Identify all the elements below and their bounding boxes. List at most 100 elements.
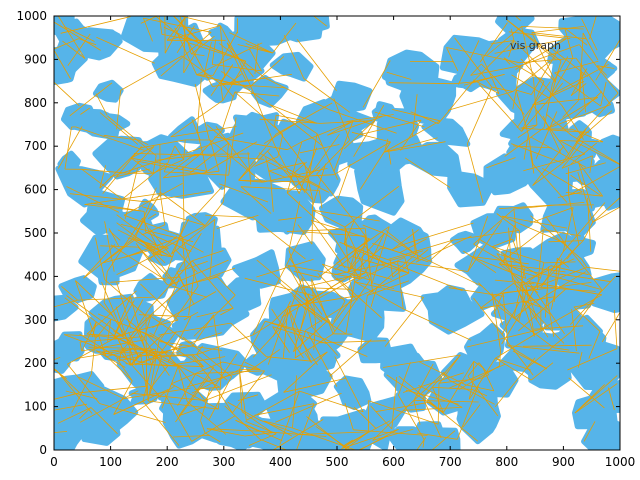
graph-edge bbox=[101, 351, 133, 382]
graph-edge bbox=[103, 239, 135, 264]
graph-edge bbox=[333, 301, 346, 322]
graph-edge bbox=[495, 357, 532, 381]
graph-edge bbox=[348, 233, 385, 271]
graph-edge bbox=[283, 34, 305, 79]
y-tick-label: 0 bbox=[39, 443, 47, 457]
graph-edge bbox=[301, 278, 313, 327]
graph-edge bbox=[345, 281, 355, 334]
graph-edge bbox=[108, 228, 120, 247]
graph-edge bbox=[561, 142, 584, 169]
graph-edge bbox=[478, 83, 522, 132]
y-tick-label: 500 bbox=[24, 226, 47, 240]
graph-edge bbox=[570, 68, 588, 96]
graph-edge bbox=[567, 240, 584, 256]
y-tick-label: 900 bbox=[24, 52, 47, 66]
graph-edge bbox=[499, 350, 501, 366]
graph-edge bbox=[404, 257, 410, 274]
graph-edge bbox=[176, 25, 195, 54]
graph-edge bbox=[103, 134, 139, 141]
graph-edge bbox=[158, 16, 163, 35]
graph-edge bbox=[81, 321, 97, 352]
graph-edge bbox=[116, 214, 158, 247]
graph-edge bbox=[161, 34, 198, 42]
graph-edge bbox=[512, 60, 551, 92]
graph-edge bbox=[553, 347, 570, 351]
graph-edge bbox=[145, 231, 192, 252]
graph-edge bbox=[346, 114, 394, 122]
graph-edge bbox=[293, 270, 319, 278]
graph-edge bbox=[398, 362, 411, 396]
graph-edge bbox=[495, 357, 532, 371]
graph-edge bbox=[311, 278, 316, 324]
graph-edge bbox=[277, 231, 304, 282]
graph-edge bbox=[294, 333, 334, 359]
graph-edge bbox=[311, 326, 338, 356]
graph-edge bbox=[301, 287, 323, 315]
graph-edge bbox=[456, 385, 479, 440]
graph-edge bbox=[270, 104, 317, 124]
graph-edge bbox=[141, 139, 186, 149]
graph-edge bbox=[318, 340, 387, 344]
graph-edge bbox=[571, 289, 603, 332]
obstacle-polygon bbox=[383, 49, 440, 98]
graph-edge bbox=[146, 369, 149, 402]
graph-edge bbox=[551, 60, 562, 95]
graph-edge bbox=[191, 35, 215, 55]
obstacle-polygon bbox=[97, 268, 120, 286]
graph-edge bbox=[104, 279, 147, 317]
graph-edge bbox=[182, 166, 185, 225]
graph-edge bbox=[374, 111, 425, 128]
graph-edge bbox=[128, 332, 139, 356]
graph-edge bbox=[306, 416, 349, 450]
graph-edge bbox=[372, 428, 414, 441]
graph-edge bbox=[263, 121, 300, 144]
graph-edge bbox=[120, 352, 161, 398]
graph-edge bbox=[294, 341, 297, 358]
graph-edge bbox=[259, 419, 300, 435]
graph-edge bbox=[532, 104, 570, 155]
graph-edge bbox=[372, 400, 415, 441]
graph-edge bbox=[342, 420, 391, 447]
graph-edge bbox=[79, 341, 83, 352]
graph-edge bbox=[141, 206, 206, 226]
graph-edge bbox=[97, 313, 154, 337]
graph-edge bbox=[467, 376, 499, 417]
graph-edge bbox=[479, 22, 508, 63]
graph-edge bbox=[130, 333, 164, 366]
graph-edge bbox=[287, 265, 360, 280]
graph-edge bbox=[212, 77, 266, 87]
graph-edge bbox=[550, 265, 589, 276]
graph-edge bbox=[561, 105, 584, 140]
graph-edge bbox=[596, 65, 608, 76]
graph-edge bbox=[67, 363, 100, 404]
graph-edge bbox=[468, 357, 496, 400]
graph-edge bbox=[196, 77, 202, 131]
graph-edge bbox=[163, 154, 195, 179]
graph-edge bbox=[188, 269, 195, 316]
graph-edge bbox=[528, 281, 602, 296]
graph-edge bbox=[147, 334, 179, 367]
graph-edge bbox=[333, 121, 354, 172]
graph-edge bbox=[299, 330, 307, 350]
y-tick-label: 300 bbox=[24, 313, 47, 327]
x-tick-label: 300 bbox=[212, 455, 235, 469]
graph-edge bbox=[492, 238, 513, 247]
graph-edge bbox=[69, 82, 113, 117]
graph-edge bbox=[473, 208, 515, 245]
graph-edge bbox=[95, 350, 126, 368]
graph-edge bbox=[99, 165, 107, 189]
graph-edge bbox=[573, 306, 601, 332]
graph-edge bbox=[67, 33, 91, 66]
graph-edge bbox=[515, 38, 567, 70]
graph-edge bbox=[276, 114, 317, 124]
graph-edge bbox=[532, 97, 598, 106]
graph-edge bbox=[470, 65, 521, 76]
graph-edge bbox=[267, 309, 289, 365]
graph-edge bbox=[166, 25, 221, 41]
graph-edge bbox=[351, 131, 391, 143]
graph-edge bbox=[354, 281, 424, 298]
graph-edge bbox=[312, 209, 380, 222]
graph-edge bbox=[283, 351, 328, 393]
graph-edge bbox=[54, 81, 80, 107]
graph-edge bbox=[120, 55, 183, 91]
